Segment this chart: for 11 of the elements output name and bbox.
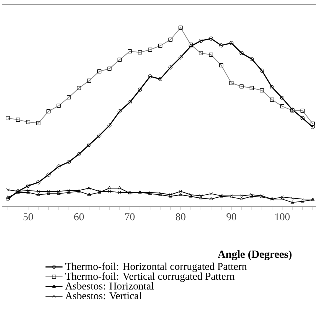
x-tick-label: 60	[74, 214, 84, 221]
x-tick-label: 70	[125, 214, 135, 221]
x-tick-label: 100	[276, 214, 290, 221]
x-tick-label: 80	[176, 214, 186, 221]
legend-label: Asbestos: Horizontal	[65, 282, 154, 290]
x-tick-label: 90	[226, 214, 236, 221]
legend-label: Thermo-foil: Horizontal corrugated Pattern	[66, 262, 248, 272]
legend-label: Thermo-foil: Vertical corrugated Pattern	[66, 272, 235, 282]
x-tick-label: 50	[24, 214, 34, 221]
legend-label: Asbestos: Vertical	[65, 292, 142, 300]
x-axis-title: Angle (Degrees)	[218, 250, 292, 260]
